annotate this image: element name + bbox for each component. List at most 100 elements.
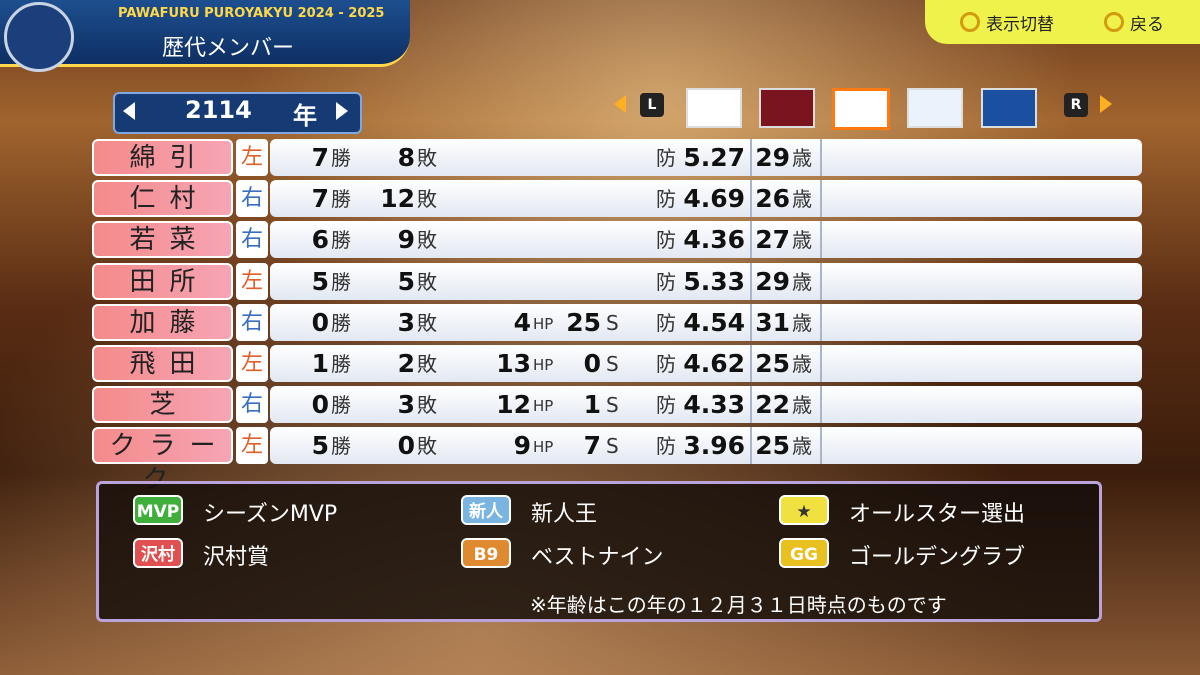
age-unit: 歳 bbox=[792, 146, 812, 170]
team-tab-selected[interactable] bbox=[832, 88, 890, 130]
column-divider bbox=[750, 345, 752, 382]
column-divider bbox=[750, 303, 752, 341]
row-panel[interactable] bbox=[270, 427, 1142, 465]
losses: 12 bbox=[380, 184, 415, 214]
row-panel[interactable] bbox=[270, 262, 1142, 300]
era-unit: 防 bbox=[656, 310, 676, 335]
award-label: シーズンMVP bbox=[203, 502, 338, 527]
wins: 0 bbox=[311, 307, 329, 337]
era-unit: 防 bbox=[656, 352, 676, 376]
age-unit: 歳 bbox=[792, 187, 812, 212]
era-unit: 防 bbox=[656, 146, 676, 170]
era: 5.33 bbox=[683, 266, 745, 296]
wins-unit: 勝 bbox=[331, 146, 351, 170]
wins: 7 bbox=[311, 143, 329, 172]
throwing-hand: 左 bbox=[236, 139, 268, 176]
row-panel[interactable] bbox=[270, 303, 1142, 341]
column-divider bbox=[820, 262, 822, 300]
wins-unit: 勝 bbox=[331, 228, 351, 253]
year-next[interactable] bbox=[336, 102, 348, 120]
team-tab[interactable] bbox=[981, 88, 1037, 128]
saves-unit: S bbox=[606, 310, 619, 335]
losses-unit: 敗 bbox=[417, 269, 437, 294]
era: 5.27 bbox=[683, 143, 745, 172]
award-label: ベストナイン bbox=[531, 545, 664, 570]
r-button[interactable]: R bbox=[1064, 93, 1088, 117]
column-divider bbox=[750, 221, 752, 259]
era-unit: 防 bbox=[656, 269, 676, 294]
team-tab[interactable] bbox=[907, 88, 963, 128]
wins: 0 bbox=[311, 390, 329, 420]
row-panel[interactable] bbox=[270, 386, 1142, 424]
row-panel[interactable] bbox=[270, 221, 1142, 259]
era-unit: 防 bbox=[656, 393, 676, 418]
throwing-hand: 右 bbox=[236, 386, 268, 424]
award-badge: GG bbox=[779, 538, 829, 568]
saves-unit: S bbox=[606, 393, 619, 418]
row-panel[interactable] bbox=[270, 345, 1142, 382]
holds: 4 bbox=[513, 307, 531, 337]
l-button[interactable]: L bbox=[640, 93, 664, 117]
saves: 0 bbox=[583, 349, 601, 378]
losses-unit: 敗 bbox=[417, 352, 437, 376]
saves: 25 bbox=[566, 307, 601, 337]
game-title: PAWAFURU PUROYAKYU 2024 - 2025 bbox=[118, 6, 385, 21]
era-unit: 防 bbox=[656, 187, 676, 212]
throwing-hand: 右 bbox=[236, 221, 268, 259]
wins-unit: 勝 bbox=[331, 393, 351, 418]
player-name: クラーク bbox=[92, 427, 233, 495]
player-name: 飛田 bbox=[92, 345, 233, 382]
award-badge: B9 bbox=[461, 538, 511, 568]
award-badge: 新人 bbox=[461, 495, 511, 525]
era: 4.54 bbox=[683, 307, 745, 337]
wins: 5 bbox=[311, 266, 329, 296]
back-button[interactable]: 戻る bbox=[1104, 10, 1164, 35]
award-label: 沢村賞 bbox=[203, 545, 270, 570]
team-tab[interactable] bbox=[759, 88, 815, 128]
age: 29 bbox=[755, 143, 790, 172]
column-divider bbox=[820, 386, 822, 424]
saves-unit: S bbox=[606, 352, 619, 376]
award-badge: MVP bbox=[133, 495, 183, 525]
losses: 2 bbox=[397, 349, 415, 378]
award-label: ゴールデングラブ bbox=[849, 545, 1026, 570]
age: 26 bbox=[755, 184, 790, 214]
player-name: 田所 bbox=[92, 262, 233, 300]
era: 4.33 bbox=[683, 390, 745, 420]
year-unit: 年 bbox=[293, 102, 317, 130]
wins-unit: 勝 bbox=[331, 352, 351, 376]
player-name: 綿引 bbox=[92, 139, 233, 176]
screen-title: 歴代メンバー bbox=[162, 36, 295, 61]
losses-unit: 敗 bbox=[417, 187, 437, 212]
age: 27 bbox=[755, 225, 790, 255]
row-panel[interactable] bbox=[270, 139, 1142, 176]
wins: 1 bbox=[311, 349, 329, 378]
age: 22 bbox=[755, 390, 790, 420]
tab-next-arrow[interactable] bbox=[1100, 95, 1112, 113]
age: 25 bbox=[755, 431, 790, 461]
age-unit: 歳 bbox=[792, 310, 812, 335]
team-tab[interactable] bbox=[686, 88, 742, 128]
holds-unit: HP bbox=[533, 314, 554, 333]
award-label: オールスター選出 bbox=[849, 502, 1026, 527]
column-divider bbox=[750, 139, 752, 176]
era-unit: 防 bbox=[656, 434, 676, 459]
wins-unit: 勝 bbox=[331, 434, 351, 459]
award-badge: 沢村 bbox=[133, 538, 183, 568]
losses-unit: 敗 bbox=[417, 310, 437, 335]
era: 3.96 bbox=[683, 431, 745, 461]
era-unit: 防 bbox=[656, 228, 676, 253]
tab-prev-arrow[interactable] bbox=[614, 95, 626, 113]
year-value: 2114 bbox=[185, 96, 252, 124]
award-badge: ★ bbox=[779, 495, 829, 525]
year-prev[interactable] bbox=[123, 102, 135, 120]
losses: 9 bbox=[397, 225, 415, 255]
losses-unit: 敗 bbox=[417, 228, 437, 253]
holds: 9 bbox=[513, 431, 531, 461]
throwing-hand: 右 bbox=[236, 180, 268, 218]
row-panel[interactable] bbox=[270, 180, 1142, 218]
toggle-view-button[interactable]: 表示切替 bbox=[960, 10, 1054, 35]
player-name: 仁村 bbox=[92, 180, 233, 218]
column-divider bbox=[750, 386, 752, 424]
losses: 3 bbox=[397, 390, 415, 420]
